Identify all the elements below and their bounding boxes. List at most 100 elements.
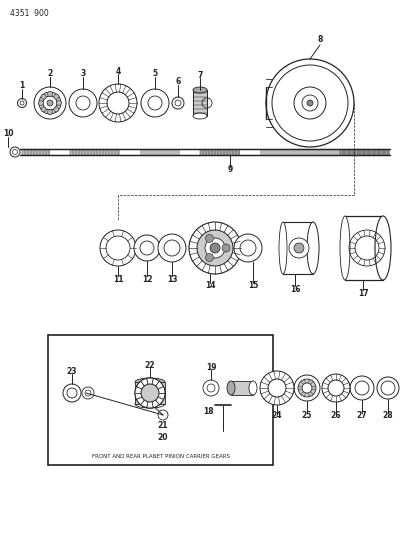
Text: 2: 2 (47, 69, 53, 78)
Circle shape (135, 378, 165, 408)
Circle shape (308, 380, 313, 384)
Circle shape (302, 383, 312, 393)
Text: 27: 27 (357, 411, 367, 421)
Text: 1: 1 (19, 82, 24, 91)
Text: 12: 12 (142, 274, 152, 284)
Circle shape (47, 100, 53, 106)
Ellipse shape (193, 87, 207, 93)
Bar (48, 335, 273, 465)
Bar (193, 90, 207, 116)
Text: 25: 25 (302, 411, 312, 421)
Circle shape (197, 230, 233, 266)
Circle shape (13, 149, 18, 155)
Circle shape (107, 92, 129, 114)
Circle shape (164, 240, 180, 256)
Circle shape (206, 254, 213, 262)
Circle shape (172, 97, 184, 109)
Circle shape (43, 96, 57, 110)
Circle shape (210, 243, 220, 253)
Text: 16: 16 (290, 285, 300, 294)
Text: 8: 8 (317, 36, 323, 44)
Circle shape (38, 101, 44, 106)
Circle shape (10, 147, 20, 157)
Ellipse shape (340, 216, 350, 280)
Circle shape (302, 380, 306, 384)
Text: FRONT AND REAR PLANET PINION CARRIER GEARS: FRONT AND REAR PLANET PINION CARRIER GEA… (91, 455, 229, 459)
Bar (140, 149, 180, 155)
Circle shape (298, 386, 302, 390)
Text: 4: 4 (115, 67, 121, 76)
Bar (240, 149, 260, 155)
Ellipse shape (279, 222, 287, 274)
Ellipse shape (307, 222, 319, 274)
Circle shape (328, 380, 344, 396)
Text: 6: 6 (175, 77, 181, 86)
Bar (50, 149, 70, 155)
Text: 4351  900: 4351 900 (10, 9, 49, 18)
Ellipse shape (227, 381, 235, 395)
Circle shape (141, 384, 159, 402)
Bar (70, 149, 120, 155)
Circle shape (134, 235, 160, 261)
Circle shape (206, 235, 213, 243)
Circle shape (266, 59, 354, 147)
Circle shape (47, 109, 53, 115)
Circle shape (47, 92, 53, 96)
Circle shape (41, 107, 46, 112)
Circle shape (39, 92, 61, 114)
Ellipse shape (249, 381, 257, 395)
Circle shape (148, 96, 162, 110)
Circle shape (158, 234, 186, 262)
Circle shape (260, 371, 294, 405)
Circle shape (20, 101, 24, 105)
Text: 21: 21 (158, 421, 168, 430)
Text: 28: 28 (383, 411, 393, 421)
Text: 14: 14 (205, 281, 215, 290)
Text: 11: 11 (113, 274, 123, 284)
Circle shape (240, 240, 256, 256)
Bar (345, 216, 383, 280)
Circle shape (69, 89, 97, 117)
Circle shape (135, 378, 165, 408)
Text: 9: 9 (227, 166, 233, 174)
Text: 24: 24 (272, 411, 282, 421)
Text: 10: 10 (3, 130, 13, 139)
Circle shape (189, 222, 241, 274)
Circle shape (322, 374, 350, 402)
Bar (180, 149, 200, 155)
Circle shape (18, 99, 27, 108)
Circle shape (54, 107, 59, 112)
Circle shape (222, 244, 230, 252)
Circle shape (99, 84, 137, 122)
Bar (200, 149, 240, 155)
Circle shape (234, 234, 262, 262)
Circle shape (34, 87, 66, 119)
Circle shape (289, 238, 309, 258)
Text: 23: 23 (67, 367, 77, 376)
Circle shape (308, 392, 313, 396)
Circle shape (56, 101, 62, 106)
Text: 15: 15 (248, 281, 258, 290)
Circle shape (294, 87, 326, 119)
Circle shape (294, 243, 304, 253)
Circle shape (158, 410, 168, 420)
Ellipse shape (135, 400, 165, 408)
Bar (283, 222, 313, 274)
Bar (22, 149, 50, 155)
Bar (120, 149, 140, 155)
Circle shape (268, 379, 286, 397)
Circle shape (307, 100, 313, 106)
Bar (135, 382, 165, 404)
Bar (260, 149, 340, 155)
Circle shape (100, 230, 136, 266)
Circle shape (141, 384, 159, 402)
Text: 5: 5 (153, 69, 157, 78)
Circle shape (106, 236, 130, 260)
Text: 18: 18 (203, 407, 213, 416)
Circle shape (54, 94, 59, 99)
Circle shape (41, 94, 46, 99)
Circle shape (302, 95, 318, 111)
Circle shape (140, 241, 154, 255)
Ellipse shape (135, 378, 165, 386)
Circle shape (175, 100, 181, 106)
